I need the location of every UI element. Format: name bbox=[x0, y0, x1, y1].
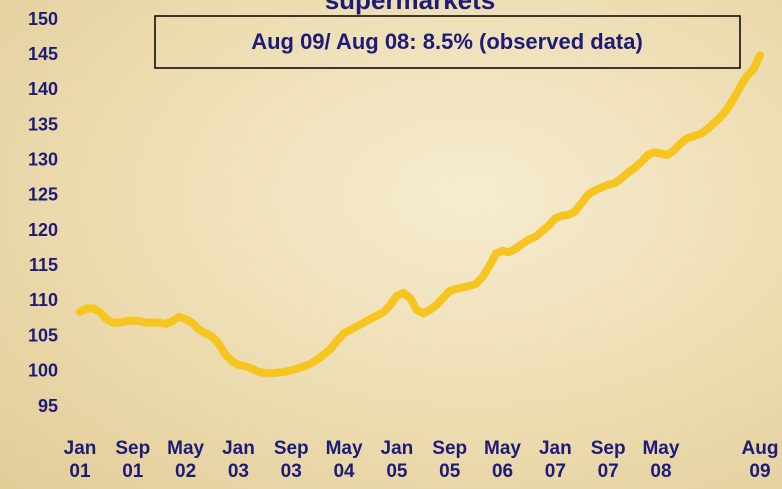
x-tick-label: Jan 07 bbox=[527, 437, 583, 483]
y-tick-label: 120 bbox=[28, 220, 58, 240]
y-tick-label: 100 bbox=[28, 361, 58, 381]
x-tick-label: Sep 07 bbox=[580, 437, 636, 483]
y-tick-label: 110 bbox=[29, 290, 58, 310]
y-tick-label: 95 bbox=[38, 396, 58, 416]
x-tick-label: May 04 bbox=[316, 437, 372, 483]
chart-svg: supermarkets Aug 09/ Aug 08: 8.5% (obser… bbox=[0, 0, 782, 489]
x-tick-label: Jan 05 bbox=[369, 437, 425, 483]
y-tick-label: 135 bbox=[28, 114, 58, 134]
x-tick-label: Jan 03 bbox=[210, 437, 266, 483]
y-tick-label: 130 bbox=[28, 149, 58, 169]
x-tick-label: Sep 01 bbox=[105, 437, 161, 483]
x-tick-label: Aug 09 bbox=[732, 437, 782, 483]
y-tick-label: 150 bbox=[28, 9, 58, 29]
y-tick-label: 145 bbox=[28, 44, 58, 64]
x-tick-label: May 06 bbox=[475, 437, 531, 483]
y-tick-label: 140 bbox=[28, 79, 58, 99]
annotation: Aug 09/ Aug 08: 8.5% (observed data) bbox=[251, 29, 643, 54]
x-tick-label: Sep 03 bbox=[263, 437, 319, 483]
y-tick-label: 125 bbox=[28, 185, 58, 205]
y-tick-label: 105 bbox=[28, 325, 58, 345]
y-tick-label: 115 bbox=[29, 255, 58, 275]
x-tick-label: Sep 05 bbox=[422, 437, 478, 483]
x-tick-label: Jan 01 bbox=[52, 437, 108, 483]
x-tick-label: May 02 bbox=[158, 437, 214, 483]
chart-title: supermarkets bbox=[325, 0, 496, 15]
chart: supermarkets Aug 09/ Aug 08: 8.5% (obser… bbox=[0, 0, 782, 489]
data-line bbox=[80, 55, 760, 373]
x-tick-label: May 08 bbox=[633, 437, 689, 483]
